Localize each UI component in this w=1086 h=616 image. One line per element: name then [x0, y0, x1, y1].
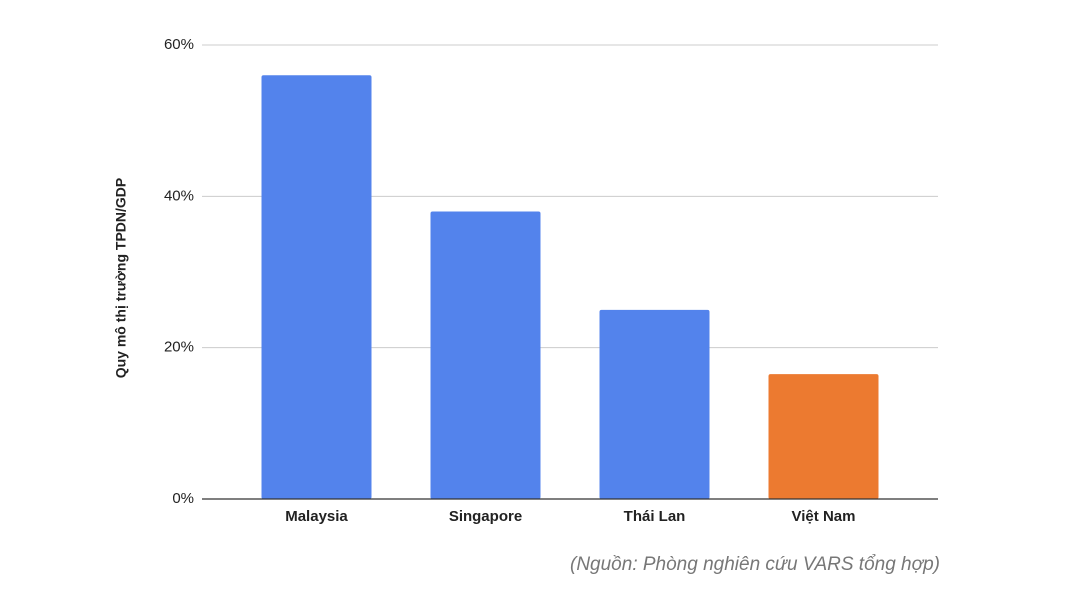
y-tick-label: 0% — [172, 490, 194, 507]
x-tick-label: Malaysia — [285, 508, 348, 525]
x-tick-label: Thái Lan — [624, 508, 686, 525]
bar — [261, 75, 372, 500]
x-tick-label: Việt Nam — [792, 508, 856, 525]
x-tick-label: Singapore — [449, 508, 522, 525]
bar — [768, 374, 879, 499]
y-tick-label: 40% — [164, 187, 194, 204]
bar — [430, 211, 541, 499]
y-axis-label: Quy mô thị trường TPDN/GDP — [113, 178, 129, 379]
y-tick-label: 60% — [164, 36, 194, 53]
source-note: (Nguồn: Phòng nghiên cứu VARS tổng hợp) — [570, 554, 940, 575]
y-tick-label: 20% — [164, 339, 194, 356]
bar — [599, 309, 710, 499]
